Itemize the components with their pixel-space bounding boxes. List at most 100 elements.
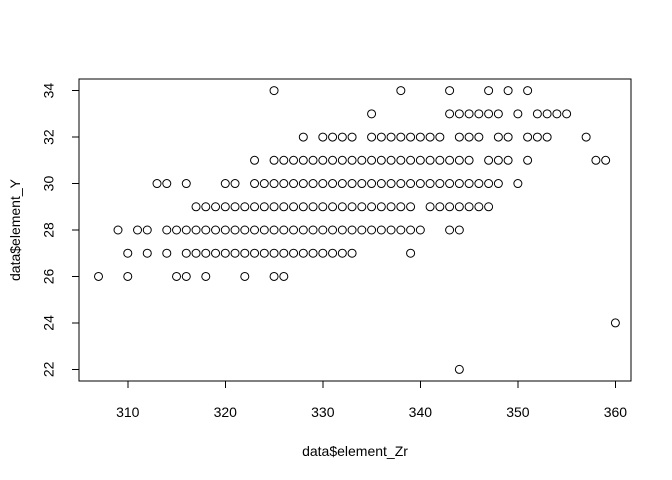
y-tick-label: 30 xyxy=(41,176,57,192)
data-point xyxy=(581,132,591,142)
data-point xyxy=(259,179,269,189)
data-point xyxy=(610,318,620,328)
data-point xyxy=(220,225,230,235)
data-point xyxy=(269,179,279,189)
y-tick-label: 34 xyxy=(41,83,57,99)
data-point xyxy=(406,179,416,189)
data-point xyxy=(201,202,211,212)
data-point xyxy=(201,271,211,281)
data-point xyxy=(289,225,299,235)
x-tick-label: 320 xyxy=(214,404,238,420)
data-point xyxy=(406,155,416,165)
data-point xyxy=(289,248,299,258)
data-point xyxy=(259,248,269,258)
data-point xyxy=(367,225,377,235)
data-point xyxy=(230,179,240,189)
data-point xyxy=(523,155,533,165)
data-point xyxy=(269,225,279,235)
data-point xyxy=(298,155,308,165)
data-point xyxy=(562,109,572,119)
data-point xyxy=(133,225,143,235)
data-point xyxy=(425,132,435,142)
data-point xyxy=(211,225,221,235)
data-point xyxy=(269,86,279,96)
data-point xyxy=(269,155,279,165)
data-point xyxy=(230,225,240,235)
data-point xyxy=(191,202,201,212)
data-point xyxy=(425,155,435,165)
data-point xyxy=(230,202,240,212)
data-point xyxy=(396,225,406,235)
data-point xyxy=(406,225,416,235)
data-point xyxy=(318,248,328,258)
data-point xyxy=(259,225,269,235)
data-point xyxy=(406,132,416,142)
x-tick-label: 310 xyxy=(116,404,140,420)
data-point xyxy=(250,202,260,212)
data-point xyxy=(445,179,455,189)
data-point xyxy=(181,179,191,189)
data-point xyxy=(532,109,542,119)
data-point xyxy=(464,179,474,189)
data-point xyxy=(328,202,338,212)
y-axis: 22 24 26 28 30 32 34 xyxy=(41,83,80,377)
data-point xyxy=(386,225,396,235)
data-point xyxy=(386,155,396,165)
data-point xyxy=(484,179,494,189)
data-point xyxy=(172,225,182,235)
data-point xyxy=(142,225,152,235)
data-point xyxy=(220,179,230,189)
data-point xyxy=(464,155,474,165)
data-point xyxy=(94,271,104,281)
data-point xyxy=(123,248,133,258)
data-point xyxy=(367,155,377,165)
data-point xyxy=(367,179,377,189)
data-point xyxy=(435,155,445,165)
data-point xyxy=(454,155,464,165)
data-point xyxy=(250,179,260,189)
data-point xyxy=(474,179,484,189)
data-point xyxy=(493,179,503,189)
data-point xyxy=(337,179,347,189)
data-point xyxy=(337,202,347,212)
data-point xyxy=(601,155,611,165)
data-point xyxy=(240,248,250,258)
data-point xyxy=(474,132,484,142)
data-point xyxy=(464,132,474,142)
data-point xyxy=(347,248,357,258)
data-point xyxy=(484,155,494,165)
plot-frame xyxy=(78,78,632,382)
data-point xyxy=(347,179,357,189)
data-point xyxy=(328,225,338,235)
data-point xyxy=(191,225,201,235)
data-point xyxy=(454,225,464,235)
data-point xyxy=(298,202,308,212)
data-point xyxy=(191,248,201,258)
data-point xyxy=(415,155,425,165)
data-point xyxy=(211,248,221,258)
data-point xyxy=(454,202,464,212)
data-point xyxy=(367,109,377,119)
data-point xyxy=(503,132,513,142)
data-point xyxy=(162,225,172,235)
x-axis-title: data$element_Zr xyxy=(302,443,408,459)
data-point xyxy=(308,179,318,189)
y-tick-label: 32 xyxy=(41,129,57,145)
data-point xyxy=(454,364,464,374)
data-point xyxy=(406,202,416,212)
data-point xyxy=(376,132,386,142)
x-tick-label: 330 xyxy=(311,404,335,420)
data-point xyxy=(376,155,386,165)
data-point xyxy=(250,225,260,235)
y-tick-label: 28 xyxy=(41,222,57,238)
data-point xyxy=(454,179,464,189)
data-point xyxy=(406,248,416,258)
data-point xyxy=(308,225,318,235)
data-point xyxy=(513,109,523,119)
data-point xyxy=(289,155,299,165)
data-point xyxy=(415,179,425,189)
data-point xyxy=(464,202,474,212)
data-point xyxy=(318,155,328,165)
data-point xyxy=(328,179,338,189)
data-point xyxy=(396,155,406,165)
